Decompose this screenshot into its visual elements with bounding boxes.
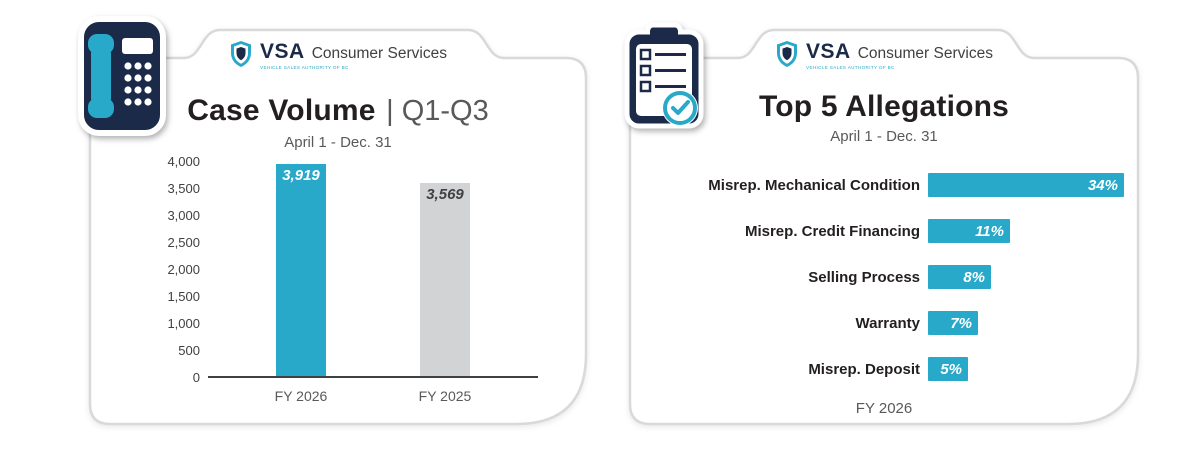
title-period: | Q1-Q3 [386, 95, 489, 127]
allegation-row: Selling Process 8% [628, 265, 1140, 289]
allegation-label: Misrep. Mechanical Condition [708, 176, 920, 194]
allegation-percent-label: 34% [1087, 176, 1118, 194]
allegation-bar: 8% [928, 265, 991, 289]
y-axis-tick: 3,500 [167, 181, 200, 196]
case-volume-x-labels: FY 2026 FY 2025 [208, 388, 538, 404]
top-allegations-footer: FY 2026 [855, 400, 913, 417]
vsa-shield-icon [231, 41, 252, 67]
check-circle-icon [662, 90, 698, 126]
allegation-row: Misrep. Deposit 5% [628, 357, 1140, 381]
brand-tagline: VEHICLE SALES AUTHORITY OF BC [806, 65, 895, 70]
clipboard-list [639, 48, 686, 93]
allegation-row: Misrep. Mechanical Condition 34% [628, 173, 1140, 197]
vsa-logo: VSA Consumer Services VEHICLE SALES AUTH… [88, 40, 588, 70]
x-category-label: FY 2025 [418, 388, 472, 404]
allegation-bar: 34% [928, 173, 1124, 197]
allegation-bar: 5% [928, 357, 968, 381]
y-axis-tick: 1,000 [167, 316, 200, 331]
case-volume-bar: 3,569 [420, 183, 470, 376]
case-volume-chart: 4,000 3,500 3,000 2,500 2,000 1,500 1,000 500 0 … [138, 154, 538, 385]
allegation-percent-label: 8% [963, 268, 985, 286]
x-category-label: FY 2026 [274, 388, 328, 404]
allegation-percent-label: 11% [975, 222, 1004, 240]
top-allegations-title: Top 5 Allegations [628, 90, 1140, 124]
title-main: Case Volume [187, 94, 376, 127]
bar-value-label: 3,919 [282, 167, 320, 184]
y-axis-tick: 2,500 [167, 235, 200, 250]
allegation-bar: 11% [928, 219, 1010, 243]
y-axis-tick: 3,000 [167, 208, 200, 223]
vsa-logo: VSA Consumer Services VEHICLE SALES AUTH… [628, 40, 1140, 70]
case-volume-y-axis: 4,000 3,500 3,000 2,500 2,000 1,500 1,000 500 0 [138, 154, 200, 385]
case-volume-bar: 3,919 [276, 164, 326, 376]
allegation-row: Warranty 7% [628, 311, 1140, 335]
brand-suffix: Consumer Services [857, 45, 993, 62]
allegation-label: Misrep. Credit Financing [744, 222, 920, 240]
vsa-logo-text: VSA Consumer Services VEHICLE SALES AUTH… [806, 40, 993, 70]
case-volume-title: Case Volume | Q1-Q3 [88, 94, 588, 128]
allegation-percent-label: 7% [950, 314, 972, 332]
clipboard-check-icon [624, 22, 704, 129]
y-axis-tick: 4,000 [167, 154, 200, 169]
phone-keypad-dots [124, 62, 152, 106]
allegation-percent-label: 5% [940, 360, 962, 378]
case-volume-plot: 3,919 3,569 [208, 162, 538, 378]
allegation-bar: 7% [928, 311, 978, 335]
bar-value-label: 3,569 [426, 186, 464, 203]
y-axis-tick: 1,500 [167, 289, 200, 304]
phone-icon [78, 16, 166, 136]
brand-name: VSA [806, 40, 851, 63]
vsa-shield-icon [777, 41, 798, 67]
allegation-label: Misrep. Deposit [808, 360, 920, 378]
top-allegations-card: VSA Consumer Services VEHICLE SALES AUTH… [624, 22, 1140, 428]
brand-suffix: Consumer Services [311, 45, 447, 62]
allegations-rows: Misrep. Mechanical Condition 34% Misrep. C… [628, 173, 1140, 403]
allegation-label: Warranty [855, 314, 920, 332]
case-volume-subtitle: April 1 - Dec. 31 [284, 134, 392, 151]
vsa-logo-text: VSA Consumer Services VEHICLE SALES AUTH… [260, 40, 447, 70]
title-main: Top 5 Allegations [758, 90, 1010, 123]
y-axis-tick: 0 [192, 370, 200, 385]
y-axis-tick: 500 [178, 343, 200, 358]
top-allegations-subtitle: April 1 - Dec. 31 [830, 128, 938, 145]
brand-name: VSA [260, 40, 305, 63]
card-outline [628, 28, 1140, 426]
allegation-row: Misrep. Credit Financing 11% [628, 219, 1140, 243]
y-axis-tick: 2,000 [167, 262, 200, 277]
allegation-label: Selling Process [808, 268, 920, 286]
case-volume-card: VSA Consumer Services VEHICLE SALES AUTH… [78, 16, 588, 428]
brand-tagline: VEHICLE SALES AUTHORITY OF BC [260, 65, 349, 70]
